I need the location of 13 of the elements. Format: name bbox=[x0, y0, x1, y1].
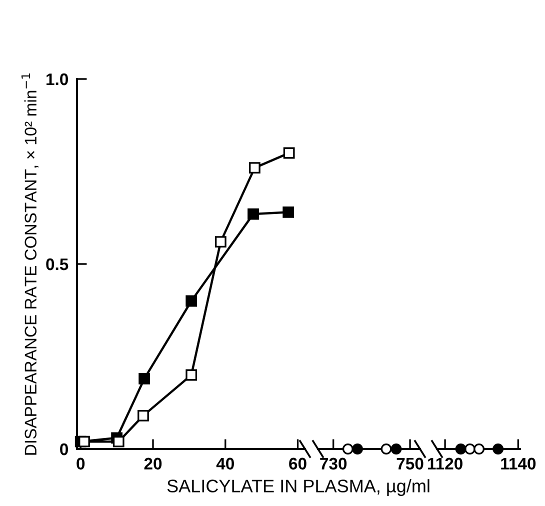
y-tick-label: 0 bbox=[60, 443, 68, 456]
x-tick-label: 0 bbox=[76, 458, 85, 470]
y-tick-label: 0.5 bbox=[46, 258, 68, 270]
x-tick-label: 750 bbox=[396, 458, 424, 470]
x-axis-title: SALICYLATE IN PLASMA, µg/ml bbox=[167, 479, 430, 496]
x-tick-label: 1120 bbox=[428, 458, 462, 470]
x-tick-label: 20 bbox=[144, 458, 162, 470]
x-tick-label: 40 bbox=[216, 458, 234, 470]
x-tick-label: 730 bbox=[320, 458, 347, 470]
x-tick-label: 60 bbox=[289, 458, 306, 470]
y-tick-label: 1.0 bbox=[46, 73, 68, 86]
y-axis-title: DISAPPEARANCE RATE CONSTANT, × 10² min$^{−1}$ bbox=[21, 74, 39, 455]
x-tick-label: 1140 bbox=[501, 458, 536, 470]
